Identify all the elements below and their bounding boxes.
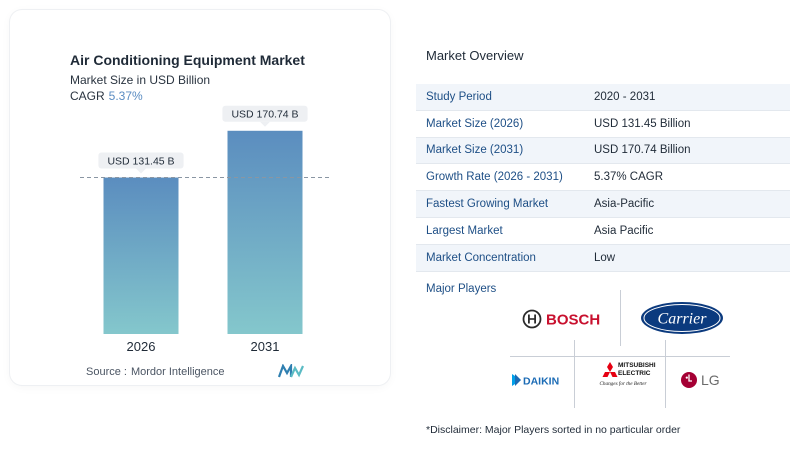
data-label-bg: [222, 105, 308, 122]
mordor-intelligence-logo: [278, 364, 304, 378]
mitsubishi-wordmark-line2: ELECTRIC: [618, 370, 651, 377]
row-key: Market Size (2031): [426, 144, 524, 157]
cagr-value: 5.37%: [108, 89, 143, 103]
row-key: Study Period: [426, 90, 492, 103]
row-value: Asia-Pacific: [594, 198, 655, 211]
data-label: USD 131.45 B: [107, 155, 174, 167]
bosch-wordmark: BOSCH: [546, 312, 600, 329]
mitsubishi-electric-logo: MITSUBISHI ELECTRIC Changes for the Bett…: [599, 362, 656, 387]
bar-2026: [103, 177, 179, 334]
overview-row-concentration: Market Concentration Low: [416, 244, 790, 272]
row-value: 2020 - 2031: [594, 90, 656, 103]
overview-row-study-period: Study Period 2020 - 2031: [416, 84, 790, 111]
row-key: Fastest Growing Market: [426, 198, 549, 211]
overview-row-market-size-2031: Market Size (2031) USD 170.74 Billion: [416, 137, 790, 165]
x-tick-label: 2031: [251, 339, 280, 354]
overview-row-market-size-2026: Market Size (2026) USD 131.45 Billion: [416, 111, 790, 138]
disclaimer: *Disclaimer: Major Players sorted in no …: [426, 424, 681, 436]
source-value: Mordor Intelligence: [130, 366, 225, 378]
major-players-grid: BOSCH Carrier DAIKIN MITSUBISHI ELECTRIC…: [510, 290, 730, 408]
overview-title: Market Overview: [426, 48, 524, 63]
cagr-line: CAGR 5.37%: [70, 89, 143, 103]
overview-panel: [396, 0, 800, 459]
lg-wordmark: LG: [701, 372, 720, 388]
chart-card: [10, 10, 390, 385]
overview-row-fastest-growing: Fastest Growing Market Asia-Pacific: [416, 191, 790, 218]
chart-subtitle: Market Size in USD Billion: [70, 73, 211, 87]
mitsubishi-tagline: Changes for the Better: [599, 380, 647, 387]
bosch-logo: BOSCH: [522, 309, 600, 329]
daikin-wordmark: DAIKIN: [523, 376, 559, 388]
daikin-logo: DAIKIN: [512, 374, 559, 388]
bar-2031: [227, 130, 303, 334]
source-label: Source :: [86, 366, 127, 378]
data-label-bg: [98, 152, 184, 169]
row-value: USD 170.74 Billion: [594, 144, 691, 157]
row-value: 5.37% CAGR: [594, 171, 664, 184]
row-key: Largest Market: [426, 224, 503, 237]
data-label: USD 170.74 B: [231, 109, 298, 121]
data-label-pointer: [136, 168, 146, 174]
divider: [510, 356, 730, 357]
divider: [620, 290, 621, 346]
divider: [665, 340, 666, 408]
row-value: USD 131.45 Billion: [594, 117, 691, 130]
data-label-pointer: [260, 121, 270, 127]
source-line: Source : Mordor Intelligence: [86, 366, 225, 378]
overview-row-largest-market: Largest Market Asia Pacific: [416, 218, 790, 245]
cagr-label: CAGR: [70, 89, 105, 103]
row-key: Market Concentration: [426, 251, 536, 264]
x-tick-label: 2026: [127, 339, 156, 354]
mitsubishi-wordmark-line1: MITSUBISHI: [618, 362, 656, 369]
carrier-wordmark: Carrier: [658, 311, 708, 328]
row-value: Low: [594, 251, 616, 264]
overview-row-growth-rate: Growth Rate (2026 - 2031) 5.37% CAGR: [416, 164, 790, 192]
row-value: Asia Pacific: [594, 224, 654, 237]
major-players-title: Major Players: [426, 283, 497, 295]
row-key: Growth Rate (2026 - 2031): [426, 171, 563, 184]
bar-chart: 2026 USD 131.45 B 2031 USD 170.74 B: [80, 105, 330, 354]
chart-title: Air Conditioning Equipment Market: [70, 52, 305, 68]
divider: [574, 340, 575, 408]
carrier-logo: Carrier: [641, 302, 723, 334]
overview-table: Study Period 2020 - 2031 Market Size (20…: [416, 84, 790, 272]
lg-logo: LG: [681, 372, 720, 388]
row-key: Market Size (2026): [426, 117, 524, 130]
